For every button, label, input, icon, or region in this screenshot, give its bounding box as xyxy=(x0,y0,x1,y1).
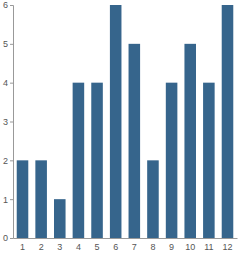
y-tick: 1 xyxy=(3,195,13,205)
y-tick: 4 xyxy=(3,78,13,88)
bar xyxy=(147,160,159,238)
x-tick-label: 3 xyxy=(57,242,62,252)
bar xyxy=(35,160,47,238)
x-tick-label: 11 xyxy=(204,242,213,252)
x-tick-label: 8 xyxy=(150,242,155,252)
y-tick: 6 xyxy=(3,0,13,10)
x-tick: 8 xyxy=(150,238,155,252)
x-tick: 3 xyxy=(57,238,62,252)
x-tick: 7 xyxy=(132,238,137,252)
y-tick-label: 2 xyxy=(3,156,8,166)
y-tick-mark xyxy=(10,5,13,6)
y-tick-mark xyxy=(10,199,13,200)
bar xyxy=(91,83,103,238)
y-tick-label: 5 xyxy=(3,39,8,49)
bar xyxy=(222,5,234,238)
y-tick-label: 6 xyxy=(3,0,8,10)
x-tick-label: 9 xyxy=(169,242,174,252)
x-tick-label: 6 xyxy=(113,242,118,252)
x-axis: 123456789101112 xyxy=(14,238,238,252)
y-tick: 2 xyxy=(3,156,13,166)
bar xyxy=(203,83,215,238)
bar xyxy=(166,83,178,238)
x-tick: 5 xyxy=(95,238,100,252)
x-tick: 4 xyxy=(76,238,81,252)
x-tick-label: 2 xyxy=(39,242,44,252)
y-tick: 0 xyxy=(3,233,13,243)
bar xyxy=(184,44,196,238)
x-tick-label: 7 xyxy=(132,242,137,252)
bar xyxy=(110,5,122,238)
bars xyxy=(17,5,234,238)
y-tick-mark xyxy=(10,238,13,239)
x-tick-label: 4 xyxy=(76,242,81,252)
y-tick: 3 xyxy=(3,117,13,127)
y-tick-mark xyxy=(10,160,13,161)
x-tick: 1 xyxy=(20,238,25,252)
x-tick: 12 xyxy=(222,238,232,252)
y-tick-mark xyxy=(10,122,13,123)
y-tick: 5 xyxy=(3,39,13,49)
x-tick: 10 xyxy=(185,238,195,252)
x-tick: 11 xyxy=(204,238,213,252)
x-tick: 9 xyxy=(169,238,174,252)
bar xyxy=(54,199,66,238)
x-tick-label: 12 xyxy=(222,242,232,252)
x-tick: 6 xyxy=(113,238,118,252)
y-tick-label: 1 xyxy=(3,195,8,205)
y-tick-label: 4 xyxy=(3,78,8,88)
x-tick-label: 10 xyxy=(185,242,195,252)
chart: 0123456123456789101112 xyxy=(0,0,240,258)
x-tick: 2 xyxy=(39,238,44,252)
y-tick-label: 0 xyxy=(3,233,8,243)
x-tick-label: 5 xyxy=(95,242,100,252)
y-tick-mark xyxy=(10,83,13,84)
bar xyxy=(129,44,141,238)
y-axis-line xyxy=(10,6,14,239)
x-tick-label: 1 xyxy=(20,242,25,252)
x-axis-line xyxy=(14,238,238,239)
plot: 0123456123456789101112 xyxy=(3,0,238,252)
bar xyxy=(73,83,85,238)
y-tick-label: 3 xyxy=(3,117,8,127)
y-axis: 0 1 2 3 4 5 6 xyxy=(3,0,14,243)
y-tick-mark xyxy=(10,44,13,45)
bar xyxy=(17,160,29,238)
